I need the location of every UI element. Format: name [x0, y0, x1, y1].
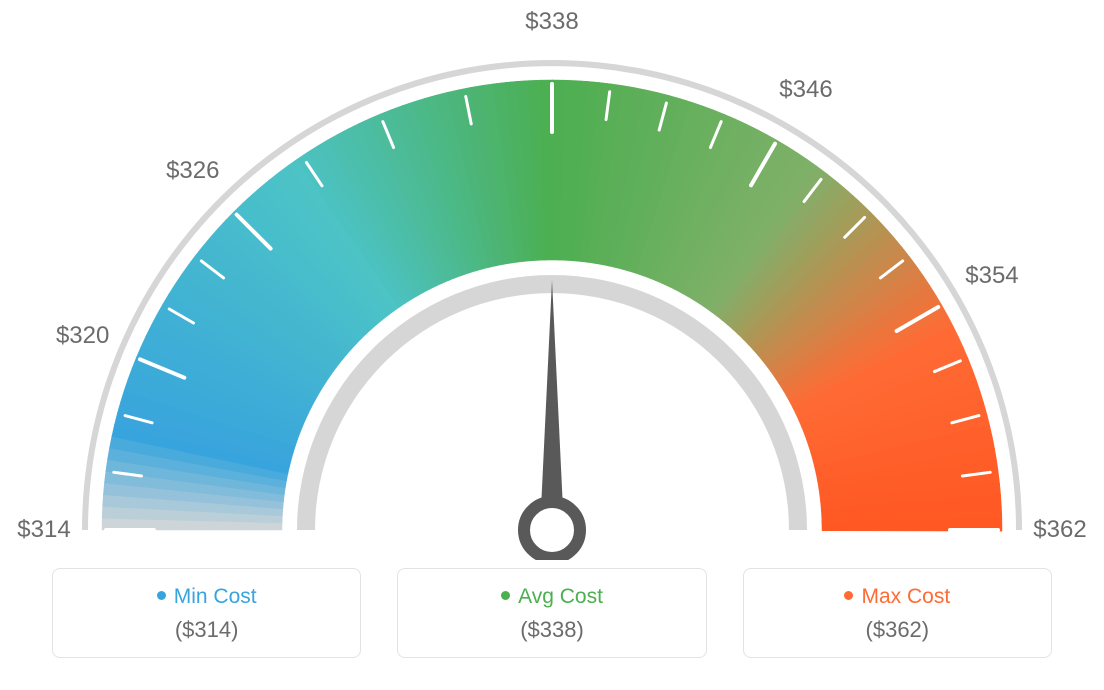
legend-avg-label: Avg Cost: [518, 585, 603, 608]
gauge-tick-label: $314: [17, 516, 70, 544]
legend-row: Min Cost ($314) Avg Cost ($338) Max Cost…: [0, 568, 1104, 658]
legend-max-dot-icon: [844, 591, 853, 600]
legend-min-value: ($314): [63, 617, 350, 643]
legend-avg-title: Avg Cost: [408, 585, 695, 609]
gauge-chart: $314 $320 $326 $338 $346 $354 $362: [0, 0, 1104, 560]
legend-min-dot-icon: [157, 591, 166, 600]
gauge-tick-label: $354: [965, 262, 1018, 290]
legend-min-label: Min Cost: [174, 585, 257, 608]
gauge-svg: [0, 0, 1104, 560]
legend-max-title: Max Cost: [754, 585, 1041, 609]
gauge-tick-label: $320: [56, 322, 109, 350]
legend-card-avg: Avg Cost ($338): [397, 568, 706, 658]
legend-avg-dot-icon: [501, 591, 510, 600]
legend-card-max: Max Cost ($362): [743, 568, 1052, 658]
gauge-tick-label: $326: [166, 157, 219, 185]
legend-avg-value: ($338): [408, 617, 695, 643]
legend-max-label: Max Cost: [861, 585, 950, 608]
legend-max-value: ($362): [754, 617, 1041, 643]
gauge-tick-label: $362: [1033, 516, 1086, 544]
legend-min-title: Min Cost: [63, 585, 350, 609]
gauge-tick-label: $338: [525, 8, 578, 36]
gauge-tick-label: $346: [779, 76, 832, 104]
legend-card-min: Min Cost ($314): [52, 568, 361, 658]
